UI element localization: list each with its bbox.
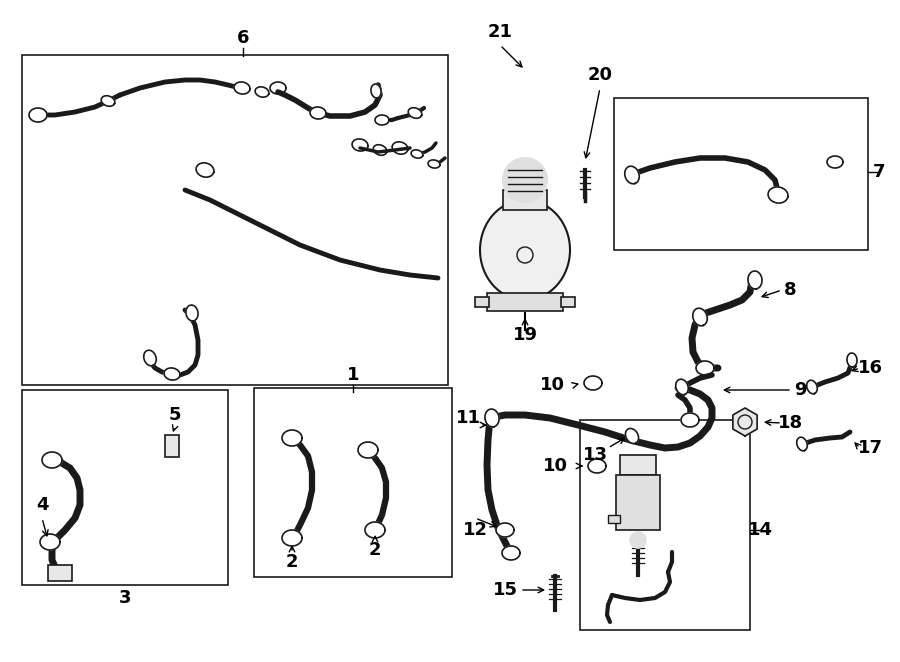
- Text: 2: 2: [286, 553, 298, 571]
- Text: 12: 12: [463, 521, 488, 539]
- Polygon shape: [676, 379, 688, 395]
- Polygon shape: [186, 305, 198, 321]
- Text: 10: 10: [543, 457, 568, 475]
- Polygon shape: [282, 530, 302, 546]
- Polygon shape: [371, 84, 381, 98]
- Bar: [487, 293, 563, 311]
- Polygon shape: [365, 522, 385, 538]
- Polygon shape: [101, 96, 115, 107]
- Polygon shape: [485, 409, 500, 427]
- Text: 3: 3: [119, 589, 131, 607]
- Polygon shape: [144, 350, 157, 366]
- Polygon shape: [392, 142, 408, 154]
- Text: 19: 19: [512, 326, 537, 344]
- Text: 20: 20: [588, 66, 613, 84]
- Polygon shape: [164, 368, 180, 380]
- Text: 16: 16: [858, 359, 883, 377]
- Text: 18: 18: [778, 414, 803, 432]
- Polygon shape: [42, 452, 62, 468]
- Polygon shape: [411, 150, 423, 158]
- Polygon shape: [428, 160, 440, 168]
- Bar: [608, 515, 620, 523]
- Text: 8: 8: [784, 281, 796, 299]
- Polygon shape: [693, 308, 707, 326]
- Polygon shape: [375, 115, 389, 125]
- Ellipse shape: [480, 200, 570, 300]
- Bar: [614, 98, 868, 250]
- Polygon shape: [748, 271, 762, 289]
- Text: 14: 14: [748, 521, 772, 539]
- Polygon shape: [584, 376, 602, 390]
- Polygon shape: [352, 139, 368, 151]
- Polygon shape: [681, 413, 699, 427]
- Polygon shape: [588, 459, 606, 473]
- Text: 7: 7: [873, 163, 886, 181]
- Text: 10: 10: [539, 376, 564, 394]
- Bar: [475, 297, 489, 307]
- Bar: [48, 565, 72, 581]
- Bar: [254, 388, 452, 577]
- Polygon shape: [196, 163, 214, 177]
- Polygon shape: [827, 156, 843, 168]
- Polygon shape: [806, 380, 817, 394]
- Text: 6: 6: [237, 29, 249, 47]
- Polygon shape: [626, 428, 638, 444]
- Polygon shape: [40, 534, 60, 550]
- Polygon shape: [234, 82, 250, 94]
- Text: 17: 17: [858, 439, 883, 457]
- Circle shape: [630, 532, 646, 548]
- Polygon shape: [29, 108, 47, 122]
- Polygon shape: [502, 546, 520, 560]
- Polygon shape: [625, 166, 639, 184]
- Bar: [580, 420, 750, 630]
- Bar: [165, 435, 179, 457]
- Text: 13: 13: [582, 446, 608, 464]
- Text: 21: 21: [488, 23, 512, 41]
- Polygon shape: [310, 107, 326, 119]
- Bar: [22, 390, 228, 585]
- Polygon shape: [768, 187, 788, 203]
- Bar: [616, 475, 660, 530]
- Text: 9: 9: [794, 381, 806, 399]
- Text: 11: 11: [455, 409, 481, 427]
- Polygon shape: [358, 442, 378, 458]
- Polygon shape: [847, 353, 857, 367]
- Polygon shape: [282, 430, 302, 446]
- Polygon shape: [409, 108, 422, 118]
- Polygon shape: [733, 408, 757, 436]
- Polygon shape: [796, 437, 807, 451]
- Circle shape: [503, 158, 547, 202]
- Bar: [620, 455, 656, 475]
- Bar: [503, 190, 547, 210]
- Text: 4: 4: [36, 496, 49, 514]
- Bar: [22, 55, 448, 385]
- Text: 15: 15: [492, 581, 517, 599]
- Polygon shape: [374, 145, 387, 156]
- Text: 2: 2: [369, 541, 382, 559]
- Bar: [561, 297, 575, 307]
- Text: 1: 1: [346, 366, 359, 384]
- Polygon shape: [270, 82, 286, 94]
- Text: 5: 5: [169, 406, 181, 424]
- Polygon shape: [696, 361, 714, 375]
- Polygon shape: [255, 87, 269, 97]
- Polygon shape: [496, 523, 514, 537]
